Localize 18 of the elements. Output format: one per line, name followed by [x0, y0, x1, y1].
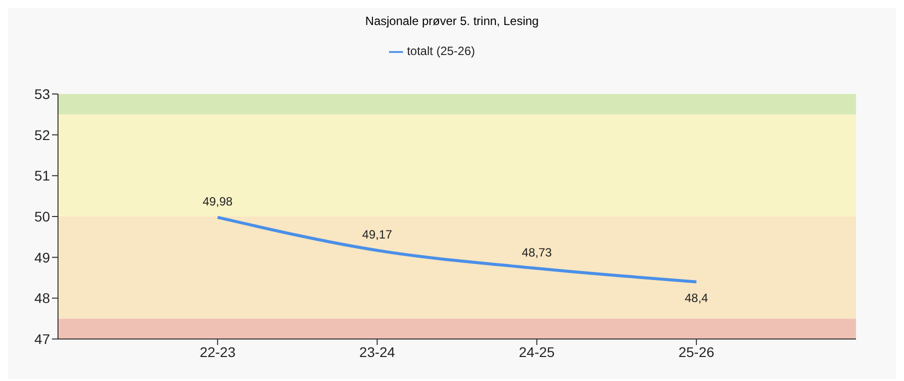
x-tick-label: 22-23: [200, 344, 236, 360]
y-tick-label: 48: [34, 290, 50, 306]
x-tick-label: 23-24: [359, 344, 396, 360]
data-label: 49,98: [202, 194, 233, 208]
chart-title: Nasjonale prøver 5. trinn, Lesing: [364, 13, 540, 30]
y-tick-label: 52: [34, 126, 50, 143]
y-tick-label: 47: [34, 330, 50, 347]
line-series: [216, 216, 698, 284]
legend-label: totalt (25-26): [406, 44, 476, 58]
y-tick-label: 53: [34, 86, 50, 102]
y-tick-label: 51: [34, 168, 50, 184]
data-label: 49,17: [362, 227, 393, 242]
y-tick-label: 49: [34, 249, 50, 266]
x-tick-label: 25-26: [678, 344, 715, 360]
data-label: 48,4: [684, 290, 708, 305]
x-tick-label: 24-25: [518, 344, 555, 360]
y-tick-label: 50: [34, 208, 50, 224]
data-label: 48,73: [522, 245, 552, 260]
